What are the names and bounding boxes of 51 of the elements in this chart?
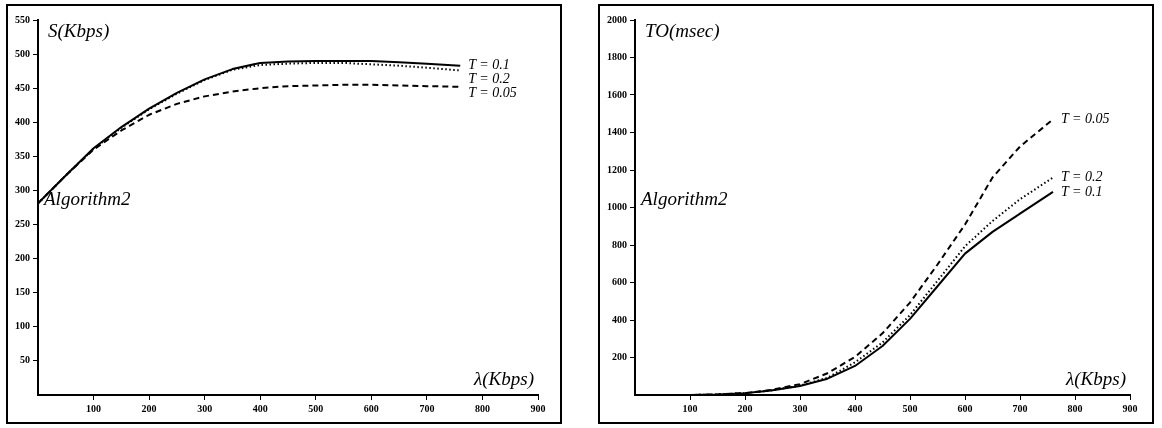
x-tick-label: 100	[682, 402, 698, 414]
y-tick-label: 800	[612, 238, 627, 250]
y-tick-label: 150	[15, 286, 30, 298]
x-tick-label: 400	[847, 402, 863, 414]
y-tick-label: 100	[15, 320, 30, 332]
x-tick-label: 800	[1067, 402, 1083, 414]
x-tick-label: 100	[86, 402, 102, 414]
y-tick-label: 2000	[607, 13, 627, 25]
x-axis-title: λ(Kbps)	[473, 367, 534, 390]
x-tick-label: 300	[792, 402, 808, 414]
y-tick-label: 50	[20, 354, 30, 366]
y-tick-label: 300	[15, 184, 30, 196]
x-axis-title: λ(Kbps)	[1065, 367, 1126, 390]
y-tick-label: 1800	[607, 51, 627, 63]
x-tick-label: 500	[308, 402, 324, 414]
y-tick-label: 400	[612, 313, 627, 325]
y-axis-title: S(Kbps)	[48, 19, 110, 42]
y-tick-label: 1600	[607, 88, 627, 100]
y-tick-label: 200	[612, 351, 627, 363]
x-tick-label: 700	[419, 402, 435, 414]
x-tick-label: 500	[902, 402, 918, 414]
y-axis-title: TO(msec)	[645, 19, 720, 42]
x-tick-label: 700	[1012, 402, 1028, 414]
annotation: Algorithm2	[42, 188, 132, 209]
series-label: T = 0.05	[1061, 111, 1110, 127]
y-tick-label: 200	[15, 252, 30, 264]
series-label: T = 0.1	[1061, 183, 1103, 199]
x-tick-label: 300	[197, 402, 213, 414]
x-tick-label: 600	[363, 402, 379, 414]
annotation: Algorithm2	[639, 188, 729, 209]
series-label: T = 0.05	[468, 85, 517, 101]
y-tick-label: 1400	[607, 126, 627, 138]
series-label: T = 0.1	[468, 57, 510, 73]
y-tick-label: 350	[15, 149, 30, 161]
series-label: T = 0.2	[1061, 169, 1103, 185]
y-tick-label: 1200	[607, 163, 627, 175]
y-tick-label: 450	[15, 81, 30, 93]
x-tick-label: 900	[530, 402, 546, 414]
y-tick-label: 250	[15, 218, 30, 230]
x-tick-label: 800	[474, 402, 490, 414]
y-tick-label: 1000	[607, 201, 627, 213]
series-label: T = 0.2	[468, 71, 510, 87]
x-tick-label: 200	[737, 402, 753, 414]
y-tick-label: 400	[15, 115, 30, 127]
x-tick-label: 900	[1122, 402, 1138, 414]
y-tick-label: 600	[612, 276, 627, 288]
x-tick-label: 400	[252, 402, 268, 414]
x-tick-label: 200	[141, 402, 157, 414]
y-tick-label: 500	[15, 47, 30, 59]
y-tick-label: 550	[15, 13, 30, 25]
x-tick-label: 600	[957, 402, 973, 414]
